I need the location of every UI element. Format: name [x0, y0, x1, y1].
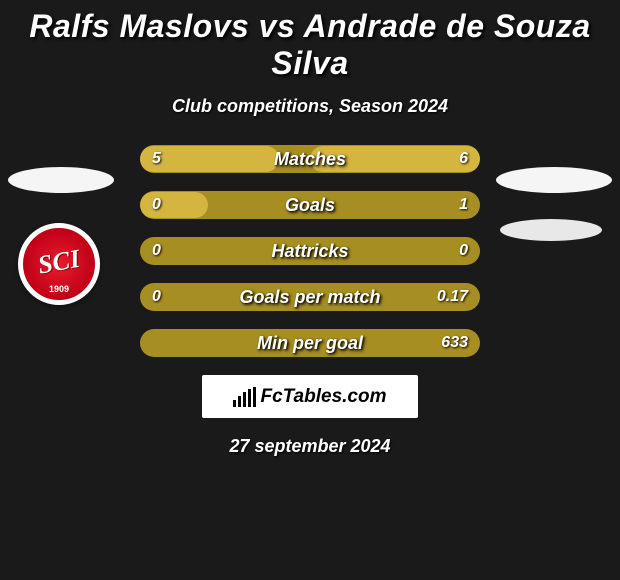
stat-value-left: 0	[152, 237, 161, 265]
fctables-bars-icon	[233, 387, 256, 407]
fctables-bar	[233, 400, 236, 407]
stat-label: Goals	[140, 191, 480, 219]
fctables-logo: FcTables.com	[233, 386, 386, 408]
date-label: 27 september 2024	[0, 436, 620, 457]
stat-value-right: 0.17	[437, 283, 468, 311]
stat-label: Matches	[140, 145, 480, 173]
stat-value-right: 0	[459, 237, 468, 265]
stat-value-left: 5	[152, 145, 161, 173]
page-title: Ralfs Maslovs vs Andrade de Souza Silva	[0, 0, 620, 82]
stat-row: Goals per match0 0.17	[140, 283, 480, 311]
badge-monogram: SCI	[36, 244, 82, 281]
right-decor-ellipse-1	[496, 167, 612, 193]
fctables-bar	[243, 392, 246, 407]
fctables-text: FcTables.com	[260, 386, 386, 408]
stat-row: Min per goal633	[140, 329, 480, 357]
subtitle: Club competitions, Season 2024	[0, 96, 620, 117]
stat-value-right: 1	[459, 191, 468, 219]
stat-row: Goals0 1	[140, 191, 480, 219]
fctables-bar	[238, 396, 241, 407]
stat-label: Goals per match	[140, 283, 480, 311]
stat-value-right: 6	[459, 145, 468, 173]
badge-year: 1909	[49, 284, 69, 294]
right-decor-ellipse-2	[500, 219, 602, 241]
badge-circle: SCI 1909	[18, 223, 100, 305]
stat-row: Hattricks0 0	[140, 237, 480, 265]
stat-value-left: 0	[152, 283, 161, 311]
left-decor-ellipse	[8, 167, 114, 193]
fctables-bar	[248, 389, 251, 407]
fctables-bar	[253, 387, 256, 407]
comparison-content: SCI 1909 Matches56Goals01Hattricks00Goal…	[0, 145, 620, 457]
stat-label: Hattricks	[140, 237, 480, 265]
stat-label: Min per goal	[140, 329, 480, 357]
stat-row: Matches5 6	[140, 145, 480, 173]
fctables-logo-box: FcTables.com	[202, 375, 418, 418]
stat-bars: Matches56Goals01Hattricks00Goals per mat…	[140, 145, 480, 357]
club-badge: SCI 1909	[18, 223, 100, 305]
stat-value-left: 0	[152, 191, 161, 219]
stat-value-right: 633	[441, 329, 468, 357]
